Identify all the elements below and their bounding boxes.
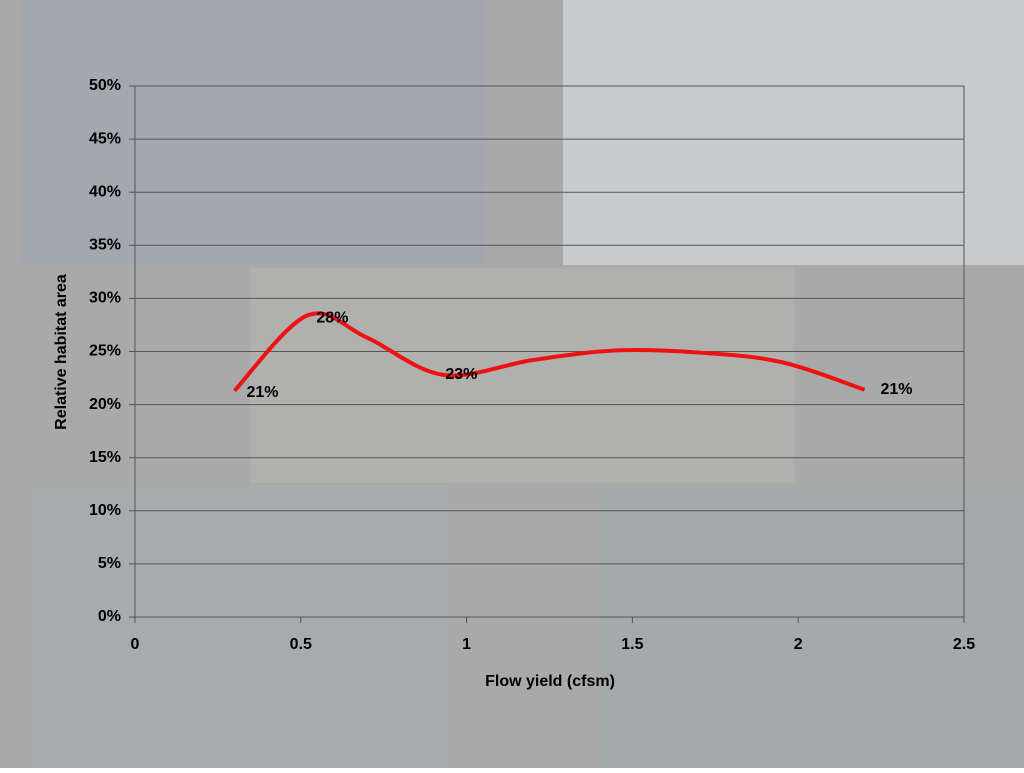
data-line <box>233 311 866 393</box>
x-tick-label: 2.5 <box>953 636 975 653</box>
y-tick-label: 0% <box>98 608 121 625</box>
data-label: 21% <box>881 381 913 398</box>
x-tick-label: 1.5 <box>621 636 643 653</box>
photo <box>600 485 1024 768</box>
y-tick-label: 40% <box>89 183 121 200</box>
y-tick-label: 10% <box>89 502 121 519</box>
x-tick-label: 2 <box>794 636 803 653</box>
data-label: 23% <box>445 366 477 383</box>
x-tick-label: 0.5 <box>290 636 312 653</box>
y-tick-label: 5% <box>98 555 121 572</box>
y-axis-label: Relative habitat area <box>53 274 70 430</box>
y-tick-label: 15% <box>89 449 121 466</box>
data-label: 28% <box>316 310 348 327</box>
photo <box>22 0 486 265</box>
data-label: 21% <box>246 384 278 401</box>
y-tick-label: 45% <box>89 130 121 147</box>
y-tick-label: 50% <box>89 77 121 94</box>
photo <box>250 268 795 483</box>
photo <box>30 485 450 768</box>
x-tick-label: 1 <box>462 636 471 653</box>
y-tick-label: 20% <box>89 396 121 413</box>
x-tick-label: 0 <box>131 636 140 653</box>
x-axis-label: Flow yield (cfsm) <box>485 673 615 690</box>
y-tick-label: 30% <box>89 290 121 307</box>
y-tick-label: 35% <box>89 237 121 254</box>
y-tick-label: 25% <box>89 343 121 360</box>
photo <box>563 0 1024 265</box>
